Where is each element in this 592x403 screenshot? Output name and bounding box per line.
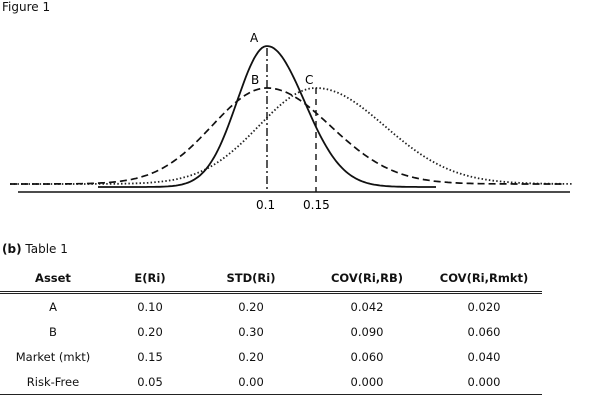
table-row: A 0.10 0.20 0.042 0.020 (0, 293, 542, 320)
curve-label-b: B (251, 73, 259, 87)
cell-cov-rb: 0.060 (350, 349, 384, 364)
header-asset: Asset (0, 265, 106, 294)
table-caption: (b) Table 1 (2, 242, 68, 256)
header-std: STD(Ri) (194, 265, 308, 294)
cell-er: 0.15 (137, 349, 163, 364)
cell-er: 0.05 (106, 369, 194, 395)
cell-asset: Risk-Free (0, 369, 106, 395)
cell-cov-rmkt: 0.040 (467, 349, 501, 364)
cell-std: 0.30 (238, 324, 264, 339)
table-row: Risk-Free 0.05 0.00 0.000 0.000 (0, 369, 542, 395)
cell-std: 0.20 (238, 299, 264, 314)
cell-std: 0.20 (238, 349, 264, 364)
cell-std: 0.00 (194, 369, 308, 395)
curve-c-line (10, 87, 572, 185)
header-cov-rmkt: COV(Ri,Rmkt) (426, 265, 542, 294)
curve-label-a: A (250, 31, 259, 45)
table-header-row: Asset E(Ri) STD(Ri) COV(Ri,RB) COV(Ri,Rm… (0, 265, 542, 294)
cell-cov-rb: 0.042 (350, 299, 384, 314)
cell-er: 0.10 (137, 299, 163, 314)
curve-a-line (98, 45, 436, 188)
asset-table: Asset E(Ri) STD(Ri) COV(Ri,RB) COV(Ri,Rm… (0, 265, 542, 395)
cell-asset: A (49, 299, 57, 314)
cell-asset: Market (mkt) (15, 349, 91, 364)
tick-label-0-1: 0.1 (256, 198, 275, 212)
cell-cov-rmkt: 0.000 (426, 369, 542, 395)
cell-cov-rb: 0.000 (308, 369, 426, 395)
curve-label-c: C (305, 73, 313, 87)
table-caption-text: Table 1 (25, 242, 68, 256)
cell-asset: B (49, 324, 57, 339)
cell-cov-rb: 0.090 (350, 324, 384, 339)
header-cov-rb: COV(Ri,RB) (308, 265, 426, 294)
table-row: Market (mkt) 0.15 0.20 0.060 0.040 (0, 344, 542, 369)
curve-b-line (10, 87, 564, 185)
tick-label-0-15: 0.15 (303, 198, 330, 212)
table-row: B 0.20 0.30 0.090 0.060 (0, 319, 542, 344)
cell-er: 0.20 (137, 324, 163, 339)
header-expected-return: E(Ri) (106, 265, 194, 294)
cell-cov-rmkt: 0.020 (467, 299, 501, 314)
figure-title: Figure 1 (2, 0, 51, 14)
cell-cov-rmkt: 0.060 (467, 324, 501, 339)
table-caption-prefix: (b) (2, 242, 22, 256)
distribution-figure: A B C 0.1 0.15 (10, 31, 572, 212)
